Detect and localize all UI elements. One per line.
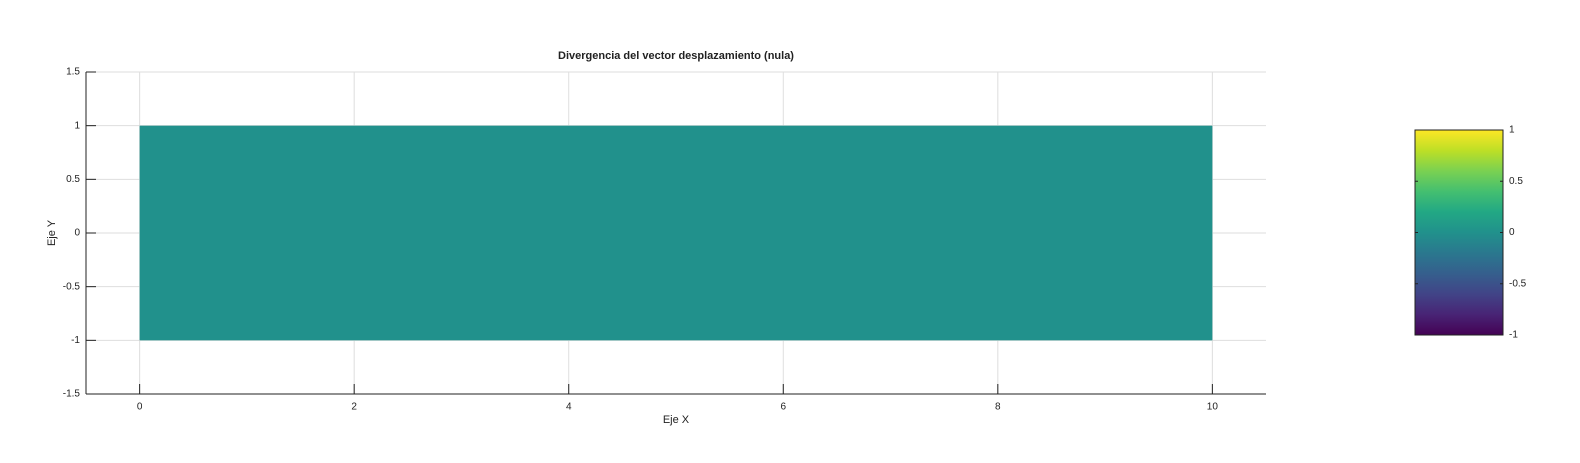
y-tick-label: -1.5 bbox=[63, 389, 81, 400]
colorbar-tick-label: 0.5 bbox=[1509, 176, 1523, 187]
y-tick-label: 1.5 bbox=[66, 67, 80, 78]
y-tick-label: 1 bbox=[74, 120, 80, 131]
y-tick-label: 0 bbox=[74, 228, 80, 239]
colorbar-tick-label: -0.5 bbox=[1509, 278, 1527, 289]
x-tick-label: 6 bbox=[780, 402, 786, 413]
surface-cell bbox=[139, 125, 1213, 341]
colorbar-tick-label: 0 bbox=[1509, 227, 1515, 238]
colorbar bbox=[1414, 129, 1504, 336]
x-tick-label: 10 bbox=[1207, 402, 1219, 413]
y-tick-label: -0.5 bbox=[63, 281, 81, 292]
x-tick-label: 4 bbox=[566, 402, 572, 413]
y-tick-label: 0.5 bbox=[66, 174, 80, 185]
x-tick-label: 0 bbox=[137, 402, 143, 413]
y-tick-label: -1 bbox=[71, 335, 80, 346]
colorbar-tick-label: 1 bbox=[1509, 125, 1515, 136]
chart-title: Divergencia del vector desplazamiento (n… bbox=[558, 50, 794, 62]
x-tick-label: 8 bbox=[995, 402, 1001, 413]
x-axis-label: Eje X bbox=[663, 414, 690, 426]
colorbar-tick-label: -1 bbox=[1509, 330, 1518, 341]
y-axis-label: Eje Y bbox=[46, 219, 58, 246]
x-tick-label: 2 bbox=[351, 402, 357, 413]
